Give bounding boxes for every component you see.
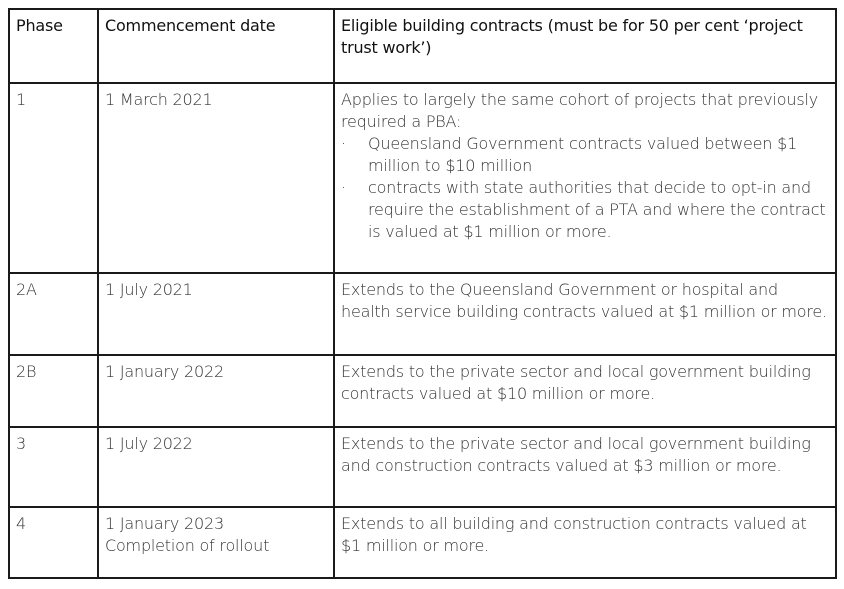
eligibility-cell: Applies to largely the same cohort of pr… — [333, 82, 837, 274]
eligibility-cell: Extends to the private sector and local … — [333, 426, 837, 508]
bullet-list: Queensland Government contracts valued b… — [341, 133, 830, 243]
list-item: Queensland Government contracts valued b… — [341, 133, 830, 177]
header-phase: Phase — [8, 8, 99, 84]
date-cell: 1 January 2022 — [97, 354, 335, 428]
phase-cell: 2A — [8, 272, 99, 356]
table-row: 3 1 July 2022 Extends to the private sec… — [8, 426, 837, 508]
date-note: Completion of rollout — [105, 536, 270, 555]
date-text: 1 January 2023 — [105, 514, 224, 533]
phase-cell: 4 — [8, 506, 99, 579]
eligibility-cell: Extends to the Queensland Government or … — [333, 272, 837, 356]
header-commencement-date: Commencement date — [97, 8, 335, 84]
table-row: 2A 1 July 2021 Extends to the Queensland… — [8, 272, 837, 356]
date-cell: 1 July 2022 — [97, 426, 335, 508]
phase-cell: 2B — [8, 354, 99, 428]
table-row: 2B 1 January 2022 Extends to the private… — [8, 354, 837, 428]
header-row: Phase Commencement date Eligible buildin… — [8, 8, 837, 84]
phase-cell: 3 — [8, 426, 99, 508]
header-eligible-contracts: Eligible building contracts (must be for… — [333, 8, 837, 84]
date-cell: 1 July 2021 — [97, 272, 335, 356]
phase-cell: 1 — [8, 82, 99, 274]
table-row: 4 1 January 2023 Completion of rollout E… — [8, 506, 837, 579]
eligibility-cell: Extends to all building and construction… — [333, 506, 837, 579]
eligibility-cell: Extends to the private sector and local … — [333, 354, 837, 428]
eligibility-text: Applies to largely the same cohort of pr… — [341, 90, 818, 131]
date-cell: 1 January 2023 Completion of rollout — [97, 506, 335, 579]
phase-table: Phase Commencement date Eligible buildin… — [8, 8, 837, 579]
list-item: contracts with state authorities that de… — [341, 177, 830, 243]
table-row: 1 1 March 2021 Applies to largely the sa… — [8, 82, 837, 274]
date-cell: 1 March 2021 — [97, 82, 335, 274]
